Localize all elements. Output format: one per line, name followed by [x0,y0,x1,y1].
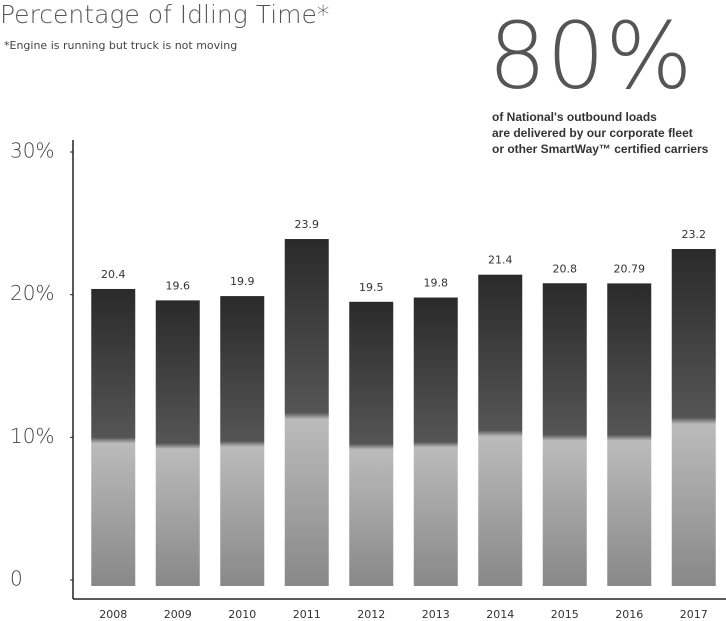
bar [155,300,200,586]
bar [478,274,523,586]
value-label: 23.9 [295,218,320,231]
x-tick-label: 2012 [357,608,385,621]
y-tick-label: 10% [10,424,54,448]
value-label: 20.8 [553,262,578,275]
bar [607,283,652,586]
value-label: 19.6 [166,279,191,292]
value-label: 19.5 [359,281,384,294]
bar [220,296,265,586]
y-tick-label: 20% [10,281,54,305]
x-tick-label: 2016 [615,608,643,621]
value-label: 20.79 [614,262,646,275]
x-tick-label: 2014 [486,608,514,621]
bar [671,249,716,586]
bar [91,288,136,586]
headline: 80% [488,3,692,110]
bar [349,301,394,586]
x-tick-label: 2011 [293,608,321,621]
note-line: or other SmartWay™ certified carriers [492,142,709,156]
bar [413,297,458,586]
x-tick-label: 2013 [422,608,450,621]
value-label: 21.4 [488,254,513,267]
chart-title: Percentage of Idling Time* [0,0,329,29]
x-tick-label: 2017 [680,608,708,621]
value-label: 23.2 [682,228,707,241]
bar [542,283,587,586]
value-label: 19.8 [424,277,449,290]
x-tick-label: 2008 [99,608,127,621]
x-tick-label: 2009 [164,608,192,621]
x-tick-label: 2010 [228,608,256,621]
note-line: are delivered by our corporate fleet [492,126,693,140]
chart-subtitle: *Engine is running but truck is not movi… [4,39,237,52]
bar [284,239,329,586]
y-tick-label: 0 [10,567,23,591]
y-tick-label: 30% [10,139,54,163]
value-label: 19.9 [230,275,255,288]
value-label: 20.4 [101,268,126,281]
note-line: of National's outbound loads [492,110,657,124]
x-tick-label: 2015 [551,608,579,621]
